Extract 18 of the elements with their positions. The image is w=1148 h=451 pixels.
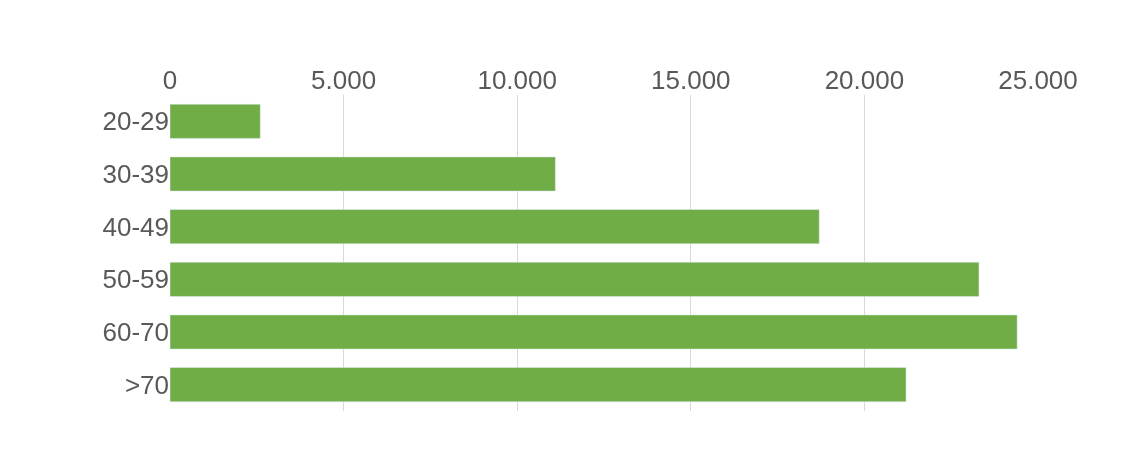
bar: [170, 209, 820, 245]
x-tick-label: 10.000: [477, 64, 557, 95]
bar: [170, 103, 261, 139]
x-tick-label: 25.000: [998, 64, 1078, 95]
x-tick-label: 20.000: [824, 64, 905, 95]
bar: [170, 314, 1018, 350]
x-tick-label: 5.000: [311, 64, 377, 95]
y-tick-label: >70: [124, 369, 169, 400]
y-tick-label: 60-70: [102, 317, 169, 348]
x-tick-label: 0: [162, 64, 178, 95]
x-tick-label: 15.000: [651, 64, 731, 95]
y-tick-label: 40-49: [102, 211, 169, 242]
bar: [170, 261, 980, 297]
bar: [170, 367, 907, 403]
y-tick-label: 50-59: [102, 264, 169, 295]
bar: [170, 156, 556, 192]
y-tick-label: 20-29: [102, 106, 169, 137]
y-tick-label: 30-39: [102, 159, 169, 190]
